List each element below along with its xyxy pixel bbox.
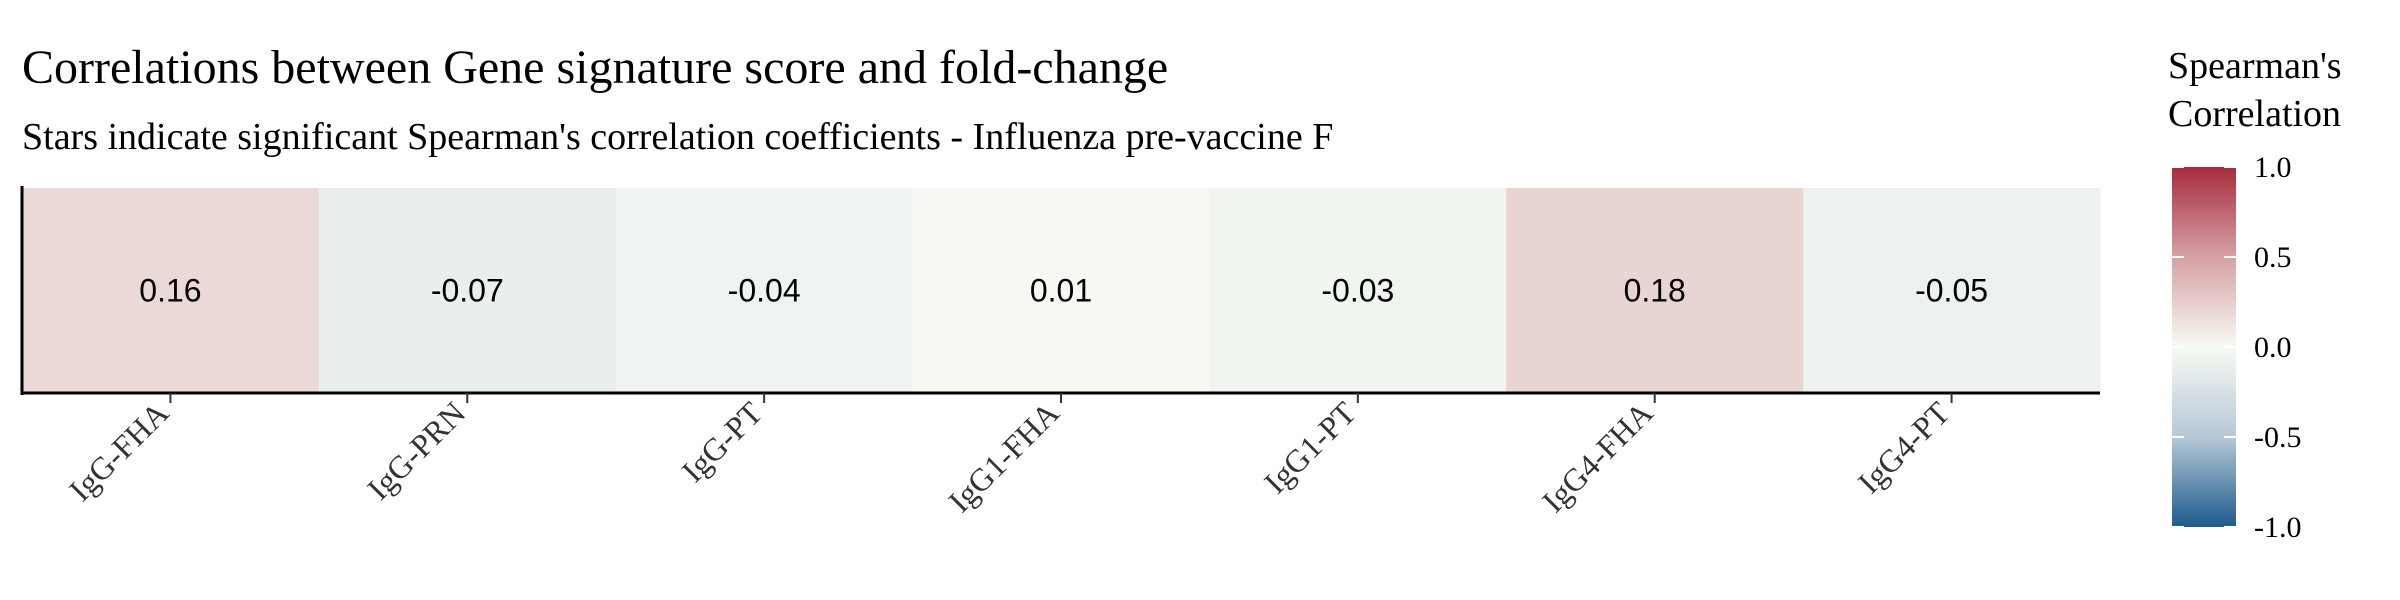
heatmap-cell bbox=[615, 188, 914, 393]
x-tick-label: IgG4-FHA bbox=[1535, 394, 1660, 519]
legend-title: Correlation bbox=[2168, 93, 2341, 135]
heatmap-cell bbox=[1209, 188, 1507, 393]
chart-subtitle: Stars indicate significant Spearman's co… bbox=[22, 116, 1334, 158]
heatmap-cell bbox=[22, 188, 320, 393]
legend-tick-label: 0.5 bbox=[2254, 241, 2292, 274]
cell-value-label: -0.07 bbox=[431, 273, 504, 309]
x-tick-label: IgG-FHA bbox=[62, 394, 175, 507]
x-axis-labels: IgG-FHA IgG-PRN IgG-PT IgG1-FHA IgG1-PT IgG4-… bbox=[62, 393, 1957, 519]
x-tick-label: IgG1-PT bbox=[1257, 394, 1363, 500]
legend-tick-label: -0.5 bbox=[2254, 421, 2302, 454]
legend-tick-label: 1.0 bbox=[2254, 151, 2292, 184]
chart-title: Correlations between Gene signature scor… bbox=[22, 41, 1169, 94]
cell-value-label: 0.01 bbox=[1030, 273, 1092, 309]
legend-tick-label: 0.0 bbox=[2254, 331, 2292, 364]
x-tick-label: IgG1-FHA bbox=[941, 394, 1066, 519]
cell-value-label: -0.05 bbox=[1915, 273, 1988, 309]
heatmap-cell bbox=[318, 188, 617, 393]
cell-value-label: -0.03 bbox=[1321, 273, 1394, 309]
x-tick-label: IgG-PT bbox=[675, 394, 770, 489]
heatmap-cell bbox=[1506, 188, 1804, 393]
cell-value-label: 0.18 bbox=[1624, 273, 1686, 309]
legend-title: Spearman's bbox=[2168, 45, 2342, 87]
x-tick-label: IgG4-PT bbox=[1851, 394, 1957, 500]
cell-value-label: 0.16 bbox=[139, 273, 201, 309]
heatmap-cell bbox=[912, 188, 1210, 393]
heatmap-cells: 0.16 -0.07 -0.04 0.01 -0.03 0.18 -0.05 bbox=[22, 188, 2101, 393]
heatmap-cell bbox=[1803, 188, 2101, 393]
cell-value-label: -0.04 bbox=[728, 273, 801, 309]
legend-tick-label: -1.0 bbox=[2254, 511, 2302, 544]
color-legend: Spearman's Correlation 1.0 0.5 0.0 -0.5 -1.0 bbox=[2168, 45, 2342, 544]
x-tick-label: IgG-PRN bbox=[360, 394, 472, 506]
